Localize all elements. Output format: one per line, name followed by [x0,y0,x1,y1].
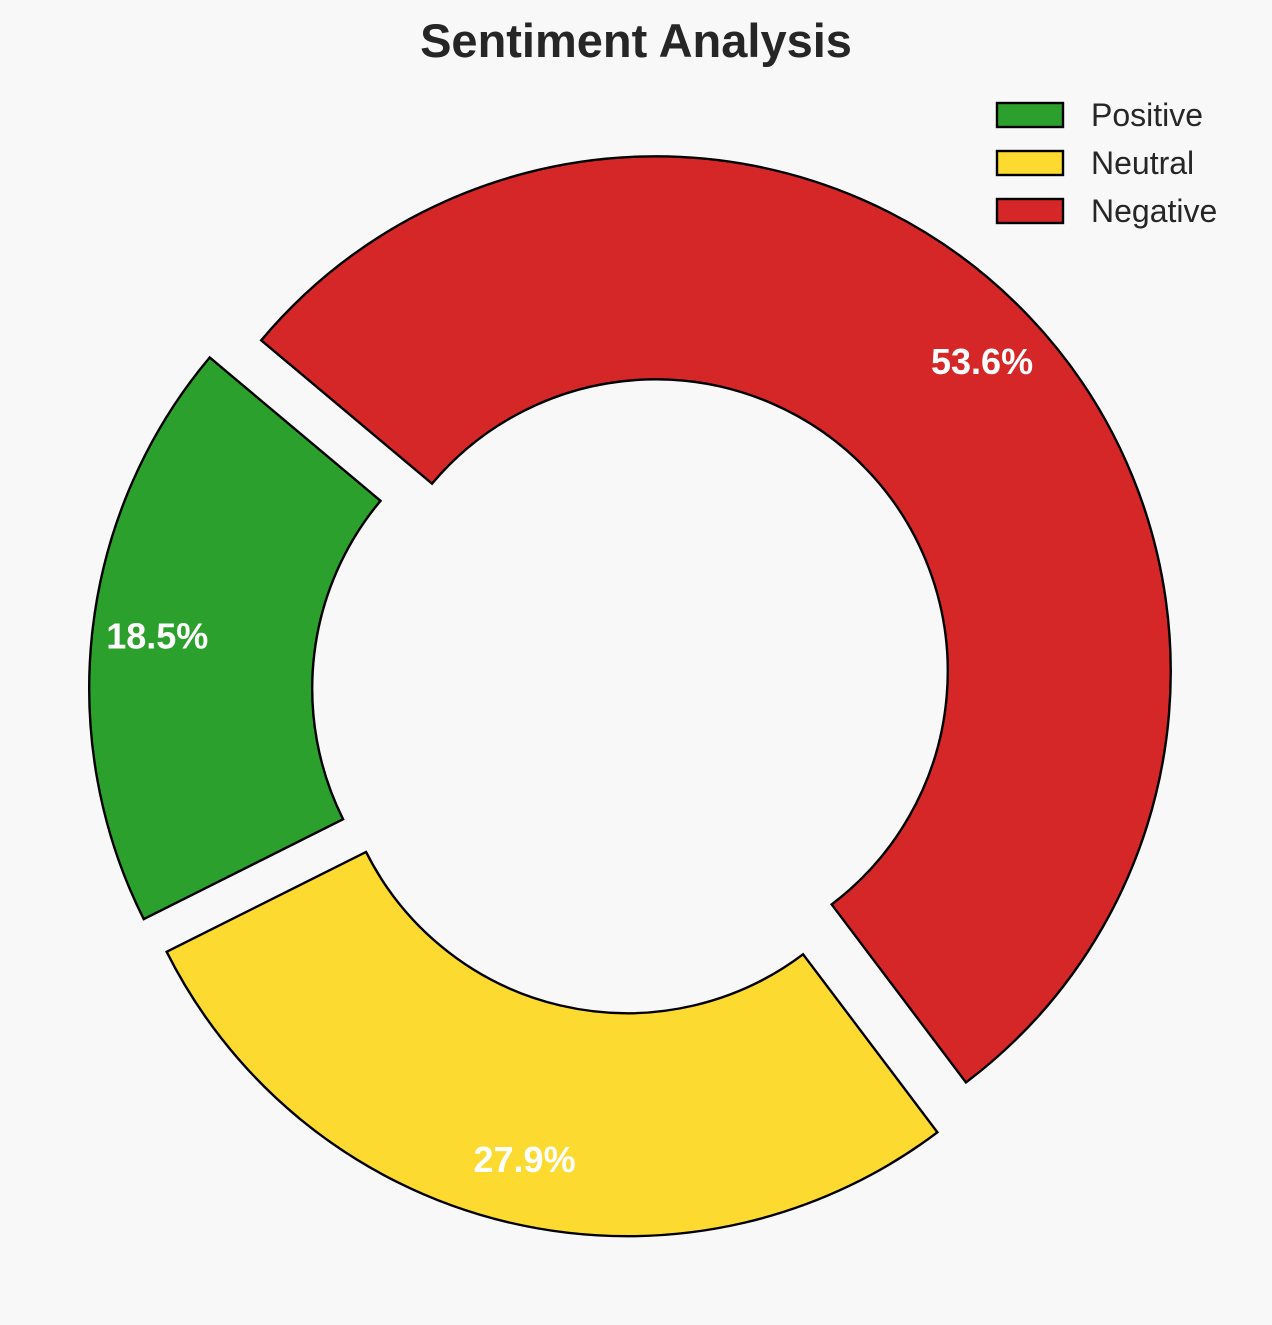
legend: Positive Neutral Negative [995,97,1217,229]
slice-labels-group: 18.5% 27.9% 53.6% [106,341,1033,1180]
legend-label-negative: Negative [1091,193,1217,229]
legend-swatch-neutral [995,149,1065,177]
legend-label-positive: Positive [1091,97,1203,133]
slice-label-neutral: 27.9% [474,1139,576,1180]
slice-positive [88,355,383,921]
slice-negative [259,155,1172,1085]
legend-label-neutral: Neutral [1091,145,1194,181]
slice-label-positive: 18.5% [106,615,208,656]
legend-swatch-positive [995,101,1065,129]
chart-title: Sentiment Analysis [420,14,852,67]
slice-label-negative: 53.6% [931,341,1033,382]
legend-swatch-negative [995,197,1065,225]
slice-neutral [165,850,940,1238]
slices-group [88,155,1172,1238]
